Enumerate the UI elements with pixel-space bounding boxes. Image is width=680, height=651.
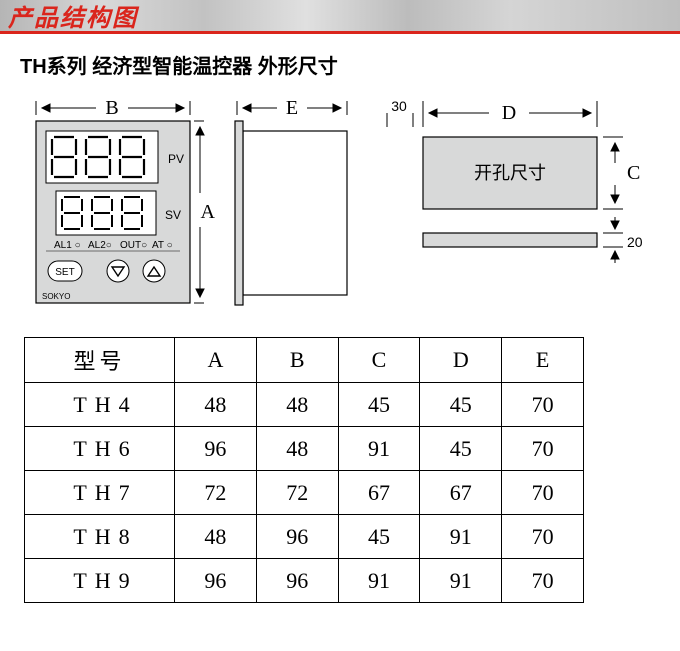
cell-value: 72 <box>256 471 338 515</box>
cell-value: 48 <box>256 427 338 471</box>
dim-c-label: C <box>627 162 640 184</box>
down-button[interactable] <box>107 260 129 282</box>
cell-value: 67 <box>338 471 420 515</box>
cell-value: 91 <box>420 515 502 559</box>
cell-value: 45 <box>420 427 502 471</box>
cell-value: 70 <box>502 559 584 603</box>
header-title: 产品结构图 <box>0 0 138 33</box>
cell-value: 70 <box>502 427 584 471</box>
cell-model: TH7 <box>25 471 175 515</box>
col-c: C <box>338 338 420 383</box>
header-bar: 产品结构图 <box>0 0 680 34</box>
col-e: E <box>502 338 584 383</box>
col-d: D <box>420 338 502 383</box>
sv-label: SV <box>165 208 181 222</box>
dim-b-label: B <box>105 97 118 119</box>
cell-model: TH4 <box>25 383 175 427</box>
cell-value: 70 <box>502 383 584 427</box>
dim-d-label: D <box>502 102 516 124</box>
cell-value: 48 <box>175 383 257 427</box>
dim-20-label: 20 <box>627 234 643 250</box>
table-row: TH99696919170 <box>25 559 584 603</box>
cell-model: TH9 <box>25 559 175 603</box>
at-indicator: AT ○ <box>152 240 173 251</box>
col-b: B <box>256 338 338 383</box>
up-button[interactable] <box>143 260 165 282</box>
table-row: TH69648914570 <box>25 427 584 471</box>
brand-label: SOKYO <box>42 292 70 301</box>
cell-value: 96 <box>256 515 338 559</box>
svg-text:SET: SET <box>55 267 74 278</box>
col-model: 型号 <box>25 338 175 383</box>
cell-value: 96 <box>175 427 257 471</box>
cutout-label: 开孔尺寸 <box>474 163 546 183</box>
col-a: A <box>175 338 257 383</box>
cell-value: 96 <box>175 559 257 603</box>
figures-row: B PV <box>20 93 660 313</box>
cell-value: 48 <box>256 383 338 427</box>
out-indicator: OUT○ <box>120 240 147 251</box>
cell-value: 67 <box>420 471 502 515</box>
cell-value: 91 <box>420 559 502 603</box>
content-area: TH系列 经济型智能温控器 外形尺寸 B <box>0 34 680 613</box>
side-view-figure: E <box>227 93 357 313</box>
cell-value: 45 <box>338 515 420 559</box>
front-panel-figure: B PV <box>20 93 205 313</box>
cell-model: TH6 <box>25 427 175 471</box>
cell-value: 70 <box>502 515 584 559</box>
cell-value: 91 <box>338 427 420 471</box>
cell-value: 48 <box>175 515 257 559</box>
table-row: TH84896459170 <box>25 515 584 559</box>
al1-indicator: AL1 ○ <box>54 240 81 251</box>
al2-indicator: AL2○ <box>88 240 112 251</box>
cell-value: 45 <box>338 383 420 427</box>
cell-value: 70 <box>502 471 584 515</box>
pv-label: PV <box>168 152 184 166</box>
dimension-table: 型号 A B C D E TH44848454570TH69648914570T… <box>24 337 584 603</box>
cell-model: TH8 <box>25 515 175 559</box>
cell-value: 96 <box>256 559 338 603</box>
dim-e-label: E <box>286 97 298 119</box>
table-row: TH77272676770 <box>25 471 584 515</box>
dim-30-label: 30 <box>391 98 407 114</box>
cell-value: 91 <box>338 559 420 603</box>
cell-value: 72 <box>175 471 257 515</box>
dim-a-label: A <box>201 201 215 224</box>
table-header-row: 型号 A B C D E <box>25 338 584 383</box>
subtitle: TH系列 经济型智能温控器 外形尺寸 <box>20 50 660 79</box>
cutout-figure: 30 D 开孔尺寸 <box>379 93 649 293</box>
cell-value: 45 <box>420 383 502 427</box>
table-row: TH44848454570 <box>25 383 584 427</box>
